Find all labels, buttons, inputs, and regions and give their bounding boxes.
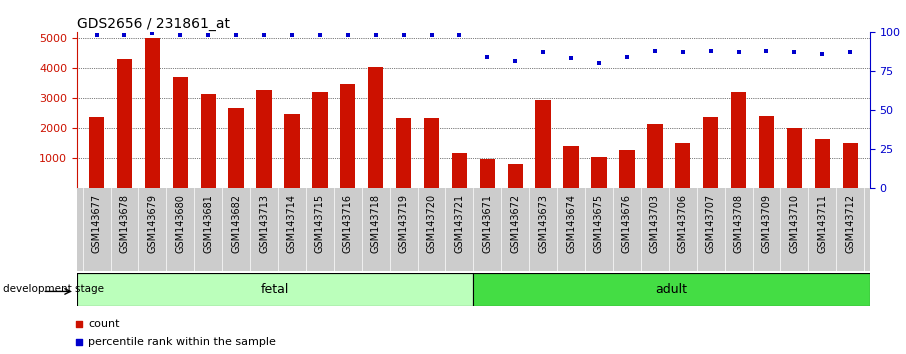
Text: GSM143714: GSM143714 — [287, 194, 297, 253]
Bar — [619, 150, 634, 188]
Point — [843, 49, 857, 55]
Bar — [340, 84, 355, 188]
Bar — [843, 143, 858, 188]
Bar — [284, 114, 300, 188]
Text: GSM143680: GSM143680 — [175, 194, 186, 253]
Point — [341, 32, 355, 38]
Point — [229, 32, 244, 38]
Point — [284, 32, 299, 38]
Bar — [256, 90, 272, 188]
Bar — [703, 117, 718, 188]
Point — [703, 48, 718, 53]
Bar — [313, 92, 328, 188]
Text: GSM143719: GSM143719 — [399, 194, 409, 253]
Bar — [145, 39, 160, 188]
Point — [90, 32, 104, 38]
Bar — [507, 164, 523, 188]
Point — [317, 250, 332, 255]
Bar — [535, 100, 551, 188]
Point — [787, 49, 802, 55]
Bar — [473, 273, 870, 306]
Text: GSM143710: GSM143710 — [789, 194, 799, 253]
Bar — [675, 143, 690, 188]
Text: GSM143718: GSM143718 — [371, 194, 381, 253]
Point — [648, 48, 662, 53]
Point — [452, 32, 467, 38]
Bar — [424, 118, 439, 188]
Text: GSM143713: GSM143713 — [259, 194, 269, 253]
Point — [369, 32, 383, 38]
Bar — [77, 273, 473, 306]
Bar — [479, 159, 495, 188]
Bar — [173, 78, 188, 188]
Point — [256, 32, 271, 38]
Bar — [731, 92, 747, 188]
Text: GSM143682: GSM143682 — [231, 194, 241, 253]
Point — [815, 51, 830, 57]
Bar — [592, 157, 607, 188]
Point — [508, 59, 523, 64]
Text: GSM143709: GSM143709 — [761, 194, 772, 253]
Text: GSM143721: GSM143721 — [455, 194, 465, 253]
Point — [396, 32, 410, 38]
Bar — [759, 116, 774, 188]
Point — [201, 32, 216, 38]
Point — [173, 32, 188, 38]
Text: percentile rank within the sample: percentile rank within the sample — [89, 337, 276, 347]
Text: GSM143672: GSM143672 — [510, 194, 520, 253]
Bar — [786, 128, 802, 188]
Bar — [564, 146, 579, 188]
Point — [313, 32, 327, 38]
Point — [564, 56, 578, 61]
Text: GSM143715: GSM143715 — [315, 194, 325, 253]
Point — [731, 49, 746, 55]
Text: GSM143678: GSM143678 — [120, 194, 130, 253]
Text: GSM143679: GSM143679 — [148, 194, 158, 253]
Bar — [200, 94, 216, 188]
Text: adult: adult — [656, 283, 688, 296]
Text: GSM143674: GSM143674 — [566, 194, 576, 253]
Point — [676, 49, 690, 55]
Text: GSM143708: GSM143708 — [734, 194, 744, 253]
Text: GSM143681: GSM143681 — [203, 194, 213, 253]
Point — [536, 49, 551, 55]
Text: GSM143676: GSM143676 — [622, 194, 631, 253]
Text: development stage: development stage — [3, 284, 103, 295]
Text: count: count — [89, 319, 120, 329]
Text: GSM143716: GSM143716 — [342, 194, 352, 253]
Text: GSM143671: GSM143671 — [482, 194, 492, 253]
Bar — [647, 124, 662, 188]
Text: fetal: fetal — [261, 283, 289, 296]
Bar — [117, 59, 132, 188]
Point — [759, 48, 774, 53]
Text: GSM143711: GSM143711 — [817, 194, 827, 253]
Bar — [89, 117, 104, 188]
Bar — [368, 67, 383, 188]
Point — [117, 32, 131, 38]
Text: GSM143673: GSM143673 — [538, 194, 548, 253]
Bar — [396, 118, 411, 188]
Bar — [228, 108, 244, 188]
Text: GSM143675: GSM143675 — [594, 194, 604, 253]
Text: GSM143720: GSM143720 — [427, 194, 437, 253]
Text: GSM143712: GSM143712 — [845, 194, 855, 253]
Point — [592, 60, 606, 66]
Text: GSM143707: GSM143707 — [706, 194, 716, 253]
Text: GSM143703: GSM143703 — [650, 194, 660, 253]
Text: GSM143677: GSM143677 — [92, 194, 101, 253]
Text: GSM143706: GSM143706 — [678, 194, 688, 253]
Text: GDS2656 / 231861_at: GDS2656 / 231861_at — [77, 17, 230, 31]
Point — [620, 54, 634, 59]
Bar — [452, 153, 467, 188]
Point — [424, 32, 439, 38]
Point — [317, 88, 332, 94]
Bar — [814, 139, 830, 188]
Point — [480, 54, 495, 59]
Point — [145, 30, 159, 36]
